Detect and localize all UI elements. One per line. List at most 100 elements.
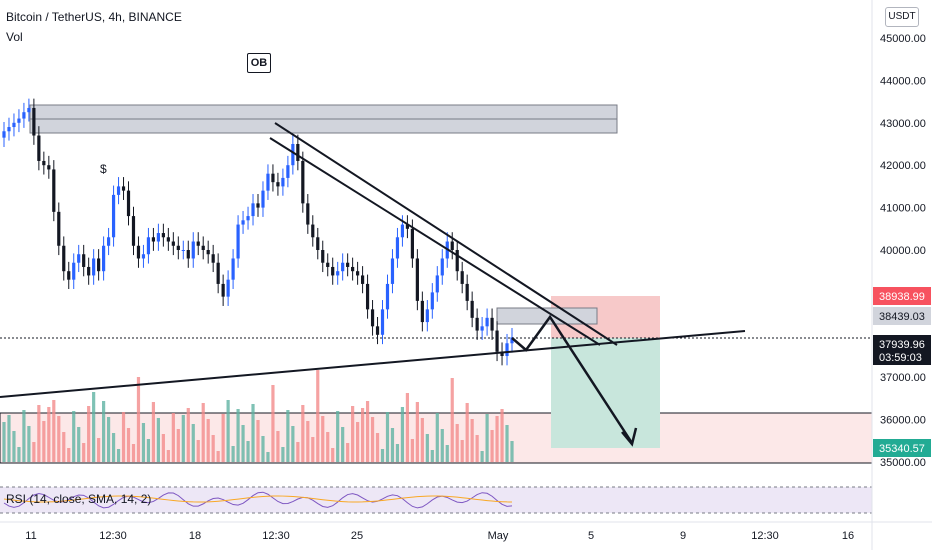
volume-bar: [331, 448, 335, 462]
price-label-value: 38938.99: [879, 291, 925, 303]
candle-body: [111, 194, 116, 238]
drawings: [0, 122, 872, 447]
volume-bar: [106, 417, 111, 462]
candle-body: [171, 241, 175, 246]
candle-body: [400, 224, 405, 238]
volume-bar: [365, 401, 370, 462]
time-tick-label: 12:30: [262, 530, 290, 542]
time-tick-label: 9: [680, 530, 686, 542]
volume-bar: [181, 415, 185, 462]
rsi-label: RSI (14, close, SMA, 14, 2): [6, 492, 152, 506]
volume-bar: [246, 441, 250, 462]
candle-body: [181, 250, 185, 251]
projection-path: [511, 314, 634, 444]
volume-bar: [370, 417, 375, 462]
candle-body: [301, 160, 305, 204]
volume-bar: [92, 392, 96, 462]
candle-body: [27, 107, 31, 113]
candle-body: [395, 237, 400, 259]
candle-body: [316, 237, 320, 250]
candle-body: [311, 224, 315, 238]
chart-title: Bitcoin / TetherUS, 4h, BINANCE: [6, 10, 182, 24]
volume-bar: [480, 451, 484, 462]
candle-body: [251, 203, 255, 217]
candle-body: [121, 186, 126, 191]
candle-body: [186, 250, 190, 259]
candle-body: [455, 250, 459, 272]
candle-body: [261, 190, 265, 208]
volume-bar: [291, 426, 295, 462]
candle-body: [430, 292, 434, 310]
volume-bar: [306, 421, 310, 462]
volume-bar: [510, 441, 514, 462]
volume-bar: [311, 437, 315, 462]
candle-body: [465, 283, 469, 301]
support-trendline: [0, 330, 746, 398]
volume-bar: [296, 442, 300, 462]
volume-bar: [27, 426, 31, 462]
volume-bar: [221, 414, 225, 462]
candle-body: [341, 262, 345, 272]
volume-bar: [390, 428, 395, 462]
volume-bar: [460, 440, 464, 462]
volume-bar: [42, 421, 46, 462]
volume-bar: [121, 412, 126, 462]
candle-body: [52, 169, 56, 212]
candle-body: [281, 177, 285, 187]
candle-body: [241, 220, 245, 225]
candle-body: [266, 173, 270, 191]
candle-body: [206, 250, 210, 255]
volume-bar: [266, 452, 270, 462]
candles: [2, 98, 514, 366]
volume-bar: [470, 419, 474, 462]
volume-bar: [72, 411, 76, 462]
candle-body: [166, 237, 170, 242]
candle-body: [385, 283, 390, 310]
candle-body: [326, 262, 330, 267]
entry-zone: [496, 307, 598, 325]
volume-bar: [111, 433, 116, 462]
candle-body: [370, 309, 375, 327]
volume-indicator-label: Vol: [6, 30, 23, 44]
candle-body: [106, 237, 111, 246]
candle-body: [485, 317, 489, 327]
volume-bar: [375, 433, 380, 462]
volume-bar: [47, 407, 51, 462]
candle-body: [32, 107, 36, 136]
volume-bar: [201, 403, 205, 462]
volume-bar: [231, 446, 235, 462]
candle-body: [2, 131, 6, 138]
candle-body: [196, 241, 200, 246]
price-tick-label: 42000.00: [880, 160, 926, 172]
price-tick-label: 43000.00: [880, 118, 926, 130]
time-tick-label: 18: [189, 530, 201, 542]
candle-body: [7, 127, 11, 132]
time-tick-label: 11: [25, 530, 36, 542]
volume-bar: [405, 393, 410, 462]
price-tick-label: 37000.00: [880, 372, 926, 384]
volume-bar: [236, 409, 240, 462]
time-tick-label: 25: [351, 530, 363, 542]
candle-body: [286, 165, 290, 178]
candle-body: [201, 245, 205, 250]
time-tick-label: 12:30: [99, 530, 127, 542]
volume-bar: [425, 434, 429, 462]
volume-bar: [67, 448, 71, 462]
volume-bar: [196, 440, 200, 462]
currency-badge[interactable]: USDT: [885, 7, 919, 27]
volume-bars: [2, 370, 514, 462]
candle-body: [77, 254, 81, 263]
volume-bar: [131, 444, 136, 462]
volume-bar: [475, 435, 479, 462]
volume-bar: [251, 404, 255, 462]
price-label-tag: [873, 335, 931, 365]
candle-body: [360, 275, 365, 284]
volume-bar: [420, 418, 424, 462]
candle-body: [380, 309, 385, 335]
volume-bar: [37, 405, 41, 462]
candle-body: [291, 144, 295, 166]
candle-body: [490, 317, 494, 331]
candle-body: [365, 283, 370, 310]
candle-body: [87, 266, 91, 276]
